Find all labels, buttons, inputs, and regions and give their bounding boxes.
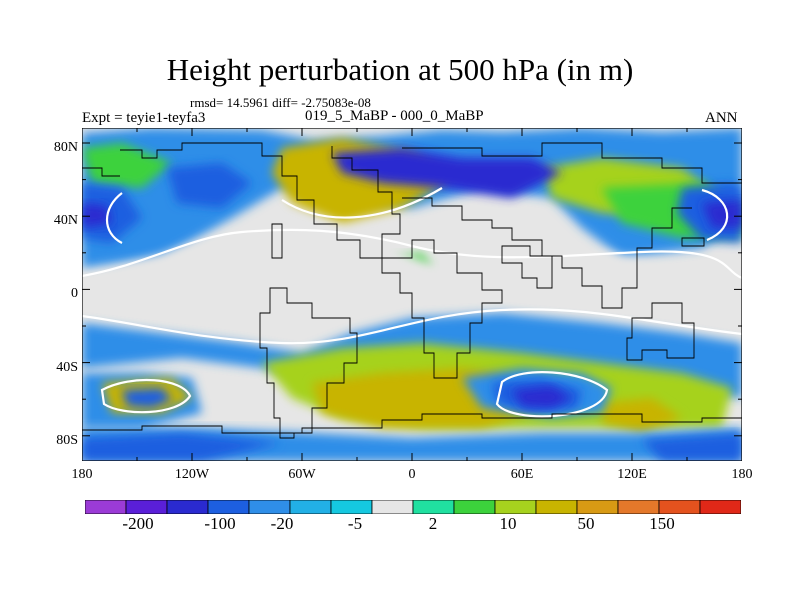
plot-title: Height perturbation at 500 hPa (in m) [166, 52, 634, 87]
contour-region [642, 433, 742, 461]
colorbar-label: 10 [499, 514, 517, 533]
contour-fields [82, 128, 742, 461]
contour-region [82, 433, 282, 461]
contour-region [82, 203, 112, 228]
colorbar-swatch [125, 500, 168, 514]
zero-contour [495, 371, 609, 418]
colorbar-swatch [617, 500, 660, 514]
lon-label-0: 0 [408, 467, 416, 482]
colorbar-swatch [412, 500, 455, 514]
lat-label-80s: 80S [56, 433, 78, 448]
coastline [82, 413, 742, 434]
lat-label-eq: 0 [71, 286, 78, 301]
contour-region [122, 388, 172, 408]
contour-region [167, 163, 252, 208]
contour-region [82, 183, 142, 243]
zero-contour [701, 188, 729, 242]
colorbar-swatch [699, 500, 741, 514]
coastline [626, 302, 695, 361]
contour-region [82, 428, 742, 461]
lon-label-120e: 120E [617, 467, 647, 482]
coastlines [82, 142, 742, 439]
colorbar-swatch [85, 500, 127, 514]
colorbar-swatch [494, 500, 537, 514]
lat-label-80n: 80N [53, 140, 78, 155]
lon-label-60e: 60E [510, 467, 534, 482]
height-perturbation-map [82, 128, 742, 461]
experiment-label: Expt = teyie1-teyfa3 [82, 110, 206, 126]
colorbar-swatch [207, 500, 250, 514]
season-label: ANN [705, 110, 738, 126]
coastline [82, 167, 120, 177]
coastline [402, 142, 742, 184]
lon-label-180w: 180 [71, 467, 93, 482]
coastline [402, 197, 692, 309]
colorbar-swatch [371, 500, 414, 514]
coastline [681, 237, 705, 247]
colorbar-label: -100 [204, 514, 236, 533]
coastline [120, 142, 401, 259]
colorbar-swatch [453, 500, 496, 514]
colorbar-label: 50 [577, 514, 595, 533]
coastline [259, 287, 358, 439]
coastline [271, 223, 283, 259]
zero-contour [281, 187, 443, 219]
lon-label-60w: 60W [288, 467, 316, 482]
colorbar-swatch [289, 500, 332, 514]
contour-region [82, 223, 742, 338]
contour-region [82, 143, 172, 188]
contour-region [332, 148, 562, 198]
lon-label-120w: 120W [174, 467, 210, 482]
colorbar-label: -5 [347, 514, 363, 533]
coastline [381, 239, 503, 379]
colorbar-label: -20 [270, 514, 294, 533]
colorbar-label: 150 [649, 514, 675, 533]
axis-ticks [82, 128, 742, 461]
lat-label-40n: 40N [53, 213, 78, 228]
colorbar-label: -200 [122, 514, 154, 533]
colorbar-swatch [248, 500, 291, 514]
zero-contour [106, 192, 123, 244]
colorbar-swatch [330, 500, 373, 514]
zero-contour [82, 308, 742, 345]
contour-region [702, 200, 742, 228]
colorbar-label: 2 [428, 514, 438, 533]
lat-label-40s: 40S [56, 360, 78, 375]
colorbar-swatch [576, 500, 619, 514]
zero-contour [100, 378, 192, 414]
colorbar-swatch [535, 500, 578, 514]
rmsd-diff-stats: rmsd= 14.5961 diff= -2.75083e-08 [190, 95, 371, 110]
colorbar-swatch [166, 500, 209, 514]
contour-region [512, 386, 572, 408]
coastline [501, 245, 553, 289]
colorbar [85, 500, 741, 514]
case-label: 019_5_MaBP - 000_0_MaBP [305, 108, 484, 124]
lon-label-180e: 180 [731, 467, 753, 482]
colorbar-swatch [658, 500, 701, 514]
